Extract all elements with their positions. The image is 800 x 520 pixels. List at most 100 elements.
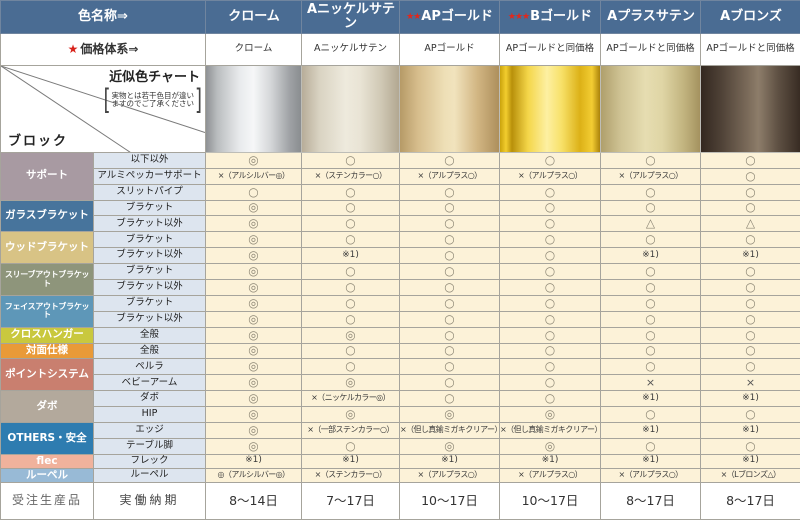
availability-cell: ○ bbox=[499, 294, 601, 312]
availability-cell: ※1) bbox=[301, 247, 400, 265]
chart-block-diagonal-cell: 近似色チャート [ 実物とは若干色目が違い ますのでご了承ください ] ブロック bbox=[0, 64, 206, 153]
availability-cell: ○ bbox=[399, 342, 500, 360]
chart-disclaimer-note: [ 実物とは若干色目が違い ますのでご了承ください ] bbox=[103, 82, 202, 117]
availability-cell: ◎ bbox=[301, 326, 400, 344]
availability-cell: ○ bbox=[600, 151, 701, 169]
availability-cell: ○ bbox=[399, 151, 500, 169]
availability-cell: ◎ bbox=[205, 199, 302, 217]
color-swatch-a-plus-satin bbox=[600, 64, 701, 153]
availability-cell: ○ bbox=[399, 390, 500, 408]
block-label: ブロック bbox=[8, 133, 69, 149]
availability-cell: ◎ bbox=[301, 374, 400, 392]
availability-cell: ○ bbox=[600, 279, 701, 296]
availability-cell: ○ bbox=[700, 294, 800, 312]
availability-cell: ○ bbox=[399, 263, 500, 281]
swatch-image bbox=[500, 66, 600, 152]
availability-cell: ○ bbox=[600, 231, 701, 249]
color-swatch-ap-gold bbox=[399, 64, 500, 153]
availability-cell: ○ bbox=[700, 167, 800, 185]
made-to-order-label: 受注生産品 bbox=[0, 482, 94, 520]
availability-cell: ◎ bbox=[205, 437, 302, 455]
delivery-value: 8〜14日 bbox=[205, 482, 302, 520]
subcategory-label: テーブル脚 bbox=[93, 437, 206, 455]
availability-cell: ×（アルプラス○） bbox=[600, 467, 701, 484]
bracket-right: ] bbox=[194, 82, 202, 117]
availability-cell: △ bbox=[600, 215, 701, 233]
availability-cell: ○ bbox=[399, 183, 500, 201]
category-label-11: ルーペル bbox=[0, 467, 94, 484]
availability-cell: ○ bbox=[399, 310, 500, 328]
availability-cell: ○ bbox=[600, 263, 701, 281]
availability-cell: ○ bbox=[499, 326, 601, 344]
column-header-nickel-satin: Aニッケルサテン bbox=[301, 0, 400, 35]
availability-cell: ○ bbox=[499, 215, 601, 233]
subcategory-label: 以下以外 bbox=[93, 151, 206, 169]
table-row: アルミペッカーサポート ×（アルシルバー◎） ×（ステンカラー○） ×（アルプラス○）… bbox=[1, 167, 800, 185]
availability-cell: ×（但し真鍮ミガキクリアー） bbox=[499, 422, 601, 439]
availability-cell: × bbox=[600, 374, 701, 392]
availability-cell: × bbox=[700, 374, 800, 392]
table-row: ダボ ダボ ◎ ×（ニッケルカラー◎） ○ ○ ※1) ※1) bbox=[0, 390, 800, 424]
availability-cell: ○ bbox=[600, 406, 701, 424]
price-system-header: ★ 価格体系⇒ bbox=[0, 33, 206, 66]
availability-cell: ○ bbox=[700, 437, 800, 455]
availability-cell: ◎ bbox=[205, 390, 302, 408]
column-header-b-gold: ★★★Bゴールド bbox=[499, 0, 601, 35]
swatch-image bbox=[400, 66, 499, 152]
price-cell: APゴールドと同価格 bbox=[600, 33, 701, 66]
table-row: テーブル脚 ◎ ○ ◎ ◎ ○ ○ bbox=[1, 437, 800, 455]
availability-cell: ○ bbox=[399, 199, 500, 217]
availability-cell: ○ bbox=[301, 263, 400, 281]
availability-cell: ◎ bbox=[205, 374, 302, 392]
availability-cell: ×（アルプラス○） bbox=[399, 467, 500, 484]
availability-cell: ○ bbox=[301, 437, 400, 455]
color-swatch-b-gold bbox=[499, 64, 601, 153]
table-row: ブラケット以外 ◎ ○ ○ ○ △ △ bbox=[1, 215, 800, 233]
availability-cell: ◎ bbox=[205, 310, 302, 328]
approx-color-chart-label: 近似色チャート bbox=[109, 69, 200, 85]
availability-cell: ×（アルプラス○） bbox=[399, 167, 500, 185]
subcategory-label: フレック bbox=[93, 453, 206, 469]
availability-cell: ◎ bbox=[205, 279, 302, 296]
price-cell: APゴールド bbox=[399, 33, 500, 66]
availability-cell: ○ bbox=[301, 183, 400, 201]
availability-cell: ○ bbox=[499, 247, 601, 265]
table-row: OTHERS・安全 エッジ ◎ ×（一部ステンカラー○） ×（但し真鍮ミガキクリアー） ×… bbox=[0, 422, 800, 455]
diagonal-lines bbox=[1, 66, 205, 152]
availability-cell: ○ bbox=[600, 310, 701, 328]
availability-cell: ○ bbox=[600, 183, 701, 201]
subcategory-label: ブラケット以外 bbox=[93, 279, 206, 296]
table-row: サポート 以下以外 ◎ ○ ○ ○ ○ ○ bbox=[0, 151, 800, 201]
availability-cell: ○ bbox=[700, 279, 800, 296]
availability-cell: ○ bbox=[301, 294, 400, 312]
table-row: ブラケット以外 ◎ ○ ○ ○ ○ ○ bbox=[1, 279, 800, 296]
color-name-header-row: 色名称⇒ クローム Aニッケルサテン ★★APゴールド ★★★Bゴールド Aプラ… bbox=[0, 0, 800, 35]
delivery-value: 7〜17日 bbox=[301, 482, 400, 520]
availability-cell: ×（アルシルバー◎） bbox=[205, 167, 302, 185]
availability-cell: ○ bbox=[700, 263, 800, 281]
price-system-row: ★ 価格体系⇒ クローム Aニッケルサテン APゴールド APゴールドと同価格 A… bbox=[0, 33, 800, 66]
category-label-4: フェイスアウトブラケット bbox=[0, 294, 94, 328]
availability-cell: ◎ bbox=[499, 437, 601, 455]
swatch-image bbox=[206, 66, 301, 152]
availability-cell: ○ bbox=[700, 326, 800, 344]
availability-cell: ※1) bbox=[399, 453, 500, 469]
category-label-8: ダボ bbox=[0, 390, 94, 424]
availability-cell: ○ bbox=[499, 358, 601, 376]
swatch-image bbox=[701, 66, 800, 152]
availability-cell: ◎ bbox=[205, 231, 302, 249]
category-label-10: flec bbox=[0, 453, 94, 469]
swatch-image bbox=[302, 66, 399, 152]
availability-cell: ○ bbox=[301, 279, 400, 296]
subcategory-label: ブラケット以外 bbox=[93, 215, 206, 233]
subcategory-label: ダボ bbox=[93, 390, 206, 408]
availability-cell: ○ bbox=[600, 294, 701, 312]
subcategory-label: 全般 bbox=[93, 342, 206, 360]
availability-cell: ×（Lブロンズ△） bbox=[700, 467, 800, 484]
color-swatch-nickel-satin bbox=[301, 64, 400, 153]
availability-cell: ◎ bbox=[205, 294, 302, 312]
price-stars: ★★★ bbox=[507, 11, 530, 22]
table-row: ポイントシステム ペルラ ◎ ○ ○ ○ ○ ○ bbox=[0, 358, 800, 392]
availability-cell: ※1) bbox=[700, 390, 800, 408]
